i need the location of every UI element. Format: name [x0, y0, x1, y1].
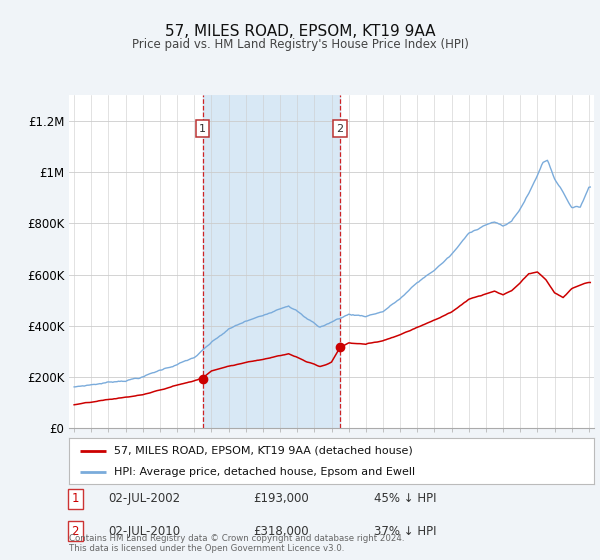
Text: 1: 1	[199, 124, 206, 133]
Text: HPI: Average price, detached house, Epsom and Ewell: HPI: Average price, detached house, Epso…	[113, 467, 415, 477]
Text: 02-JUL-2002: 02-JUL-2002	[109, 492, 181, 506]
Text: 37% ↓ HPI: 37% ↓ HPI	[373, 525, 436, 538]
Text: 57, MILES ROAD, EPSOM, KT19 9AA (detached house): 57, MILES ROAD, EPSOM, KT19 9AA (detache…	[113, 446, 412, 456]
Text: 2: 2	[71, 525, 79, 538]
Text: 1: 1	[71, 492, 79, 506]
Bar	[203, 95, 340, 428]
Text: 45% ↓ HPI: 45% ↓ HPI	[373, 492, 436, 506]
Text: 57, MILES ROAD, EPSOM, KT19 9AA: 57, MILES ROAD, EPSOM, KT19 9AA	[165, 24, 435, 39]
Text: Contains HM Land Registry data © Crown copyright and database right 2024.
This d: Contains HM Land Registry data © Crown c…	[69, 534, 404, 553]
Text: £193,000: £193,000	[253, 492, 308, 506]
Text: 2: 2	[337, 124, 344, 133]
Text: 02-JUL-2010: 02-JUL-2010	[109, 525, 181, 538]
Text: £318,000: £318,000	[253, 525, 308, 538]
Text: Price paid vs. HM Land Registry's House Price Index (HPI): Price paid vs. HM Land Registry's House …	[131, 38, 469, 51]
